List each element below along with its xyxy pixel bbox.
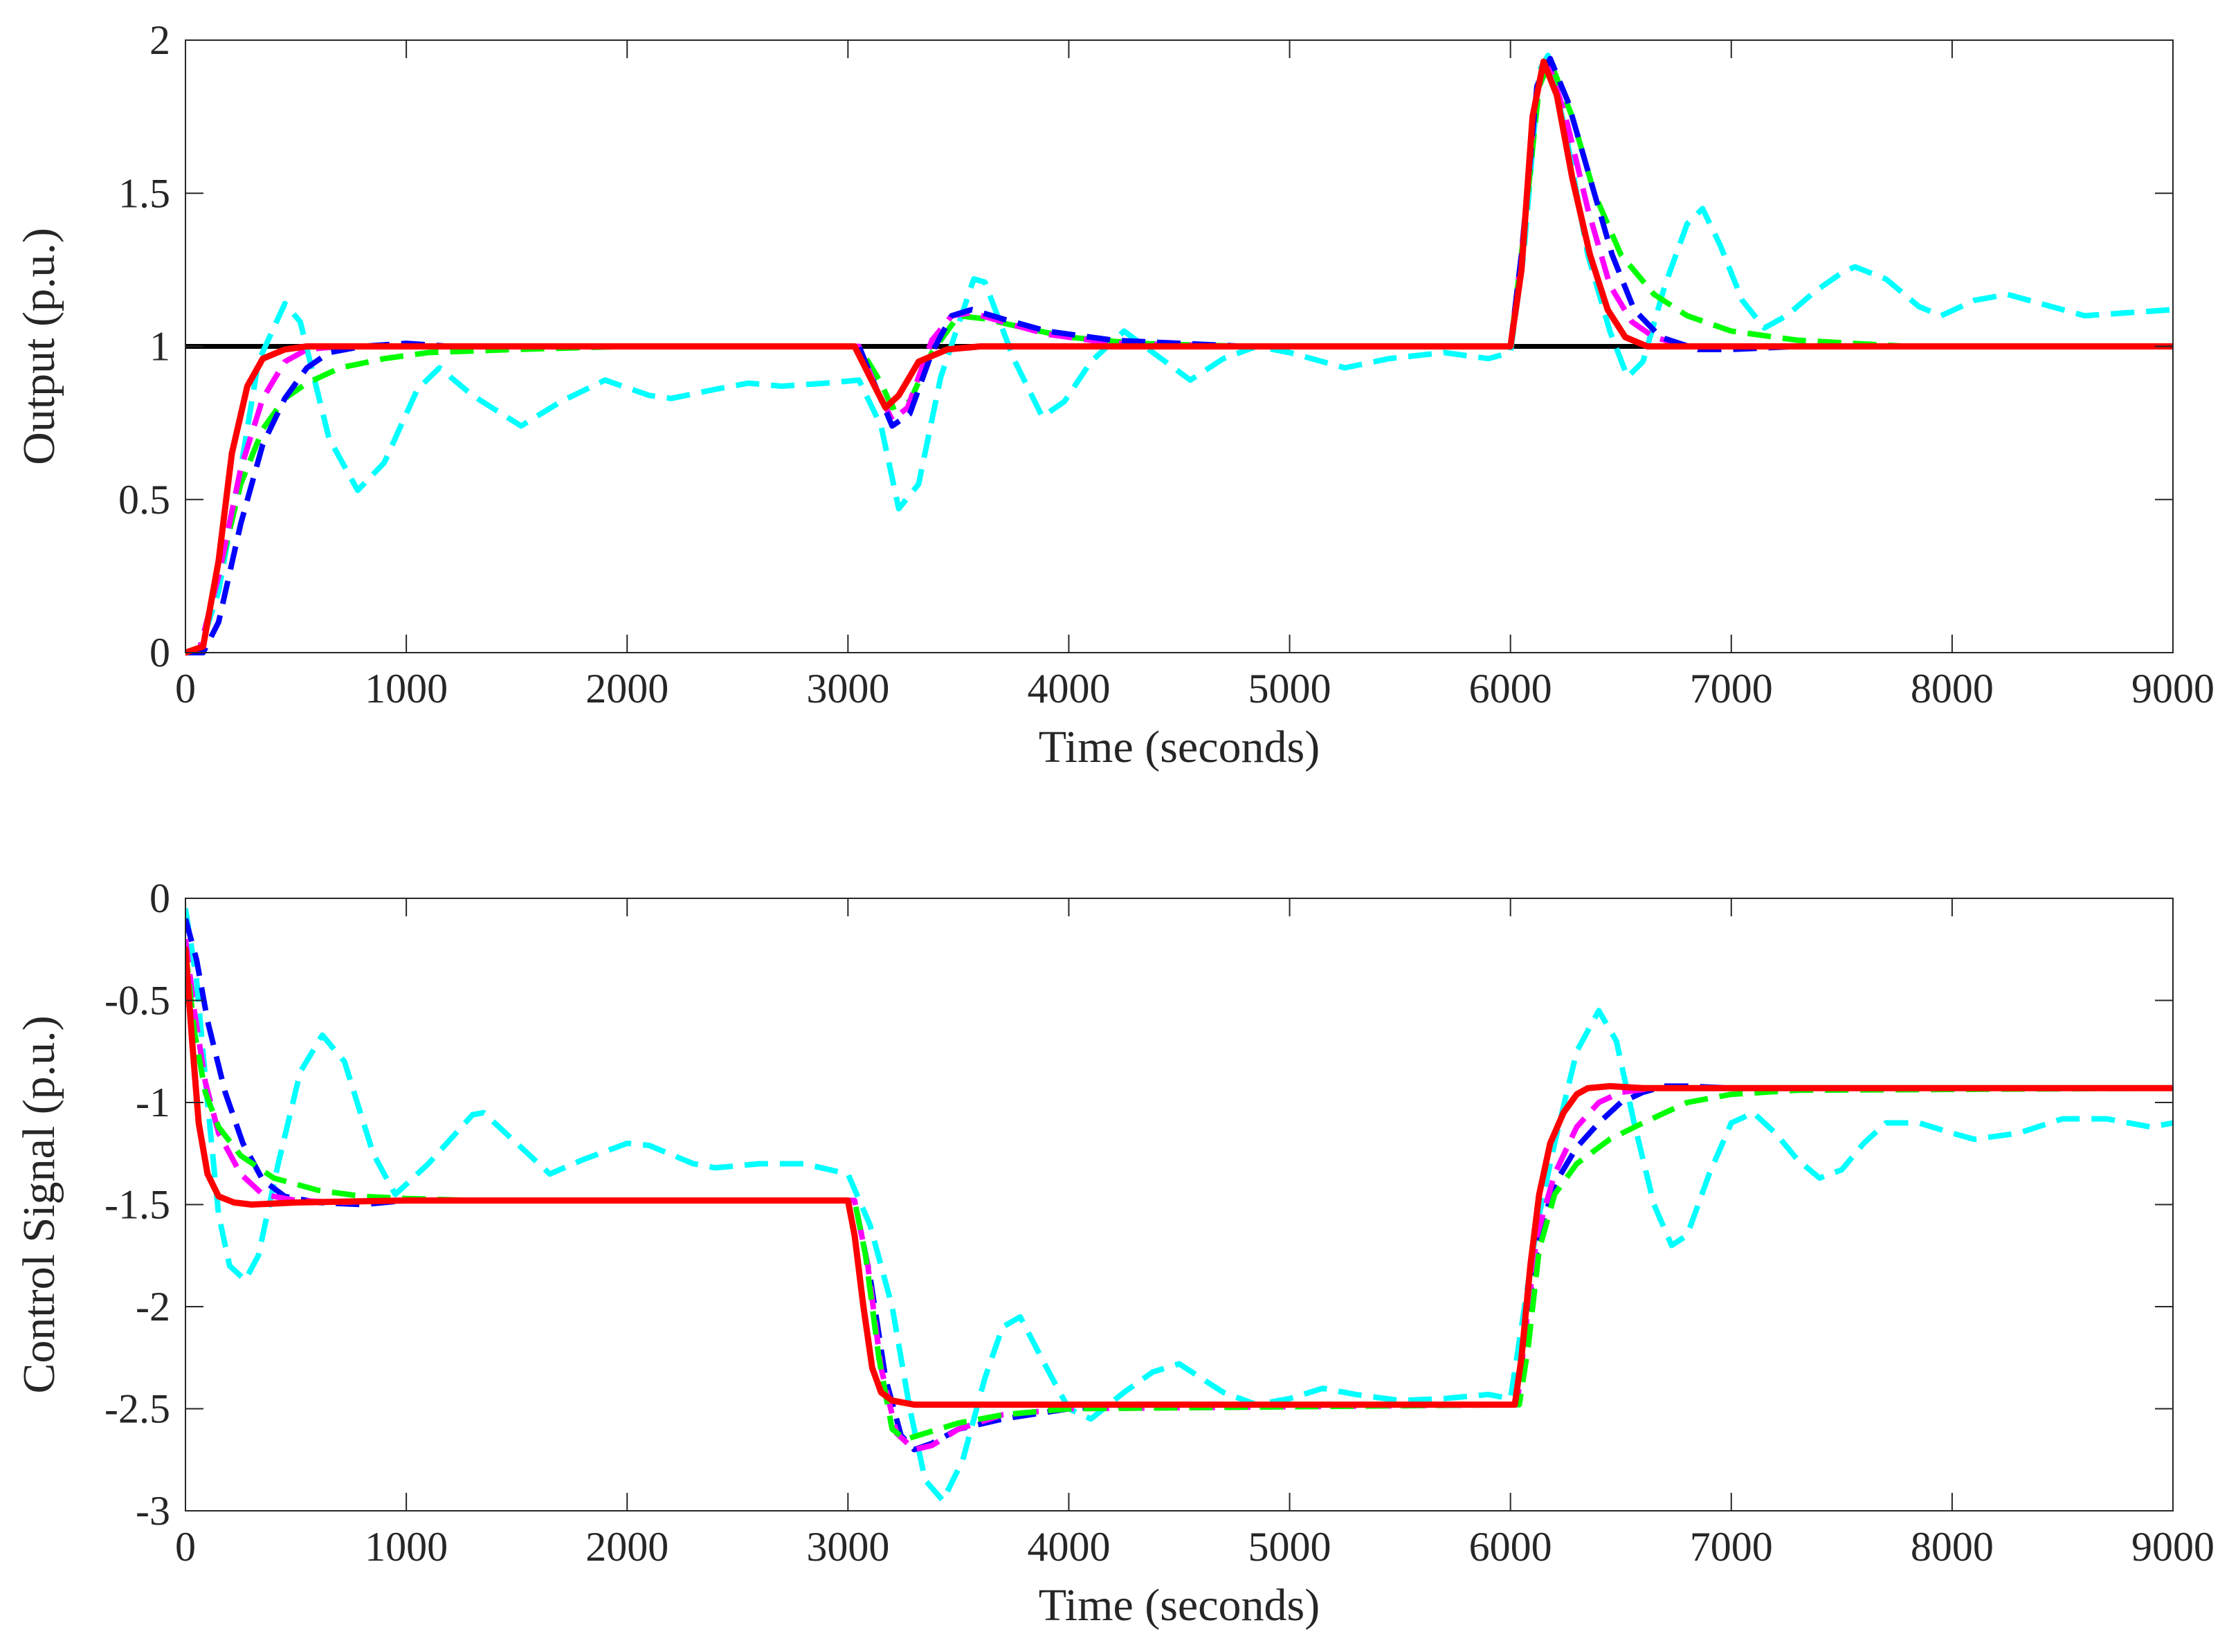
output-plot-xtick-label: 3000 <box>806 666 889 711</box>
output-plot-xlabel: Time (seconds) <box>1039 722 1320 772</box>
control-signal-plot-xtick-label: 8000 <box>1911 1524 1994 1570</box>
control-signal-plot-ticks: 0 1000 2000 3000 4000 5000 6000 7000 8000 9000 -3 -… <box>104 875 2214 1570</box>
output-plot-xtick-label: 6000 <box>1469 666 1552 711</box>
control-signal-plot-xtick-label: 0 <box>175 1524 196 1570</box>
output-plot-xtick-label: 0 <box>175 666 196 711</box>
output-plot-series <box>185 53 2173 656</box>
control-signal-plot-xtick-label: 9000 <box>2131 1524 2214 1570</box>
output-plot-series-green <box>185 59 2173 655</box>
output-plot-ticks: 0 1000 2000 3000 4000 5000 6000 7000 8000 9000 0 0.… <box>118 17 2214 711</box>
control-signal-plot-xtick-label: 6000 <box>1469 1524 1552 1570</box>
output-plot-xtick-label: 9000 <box>2131 666 2214 711</box>
control-signal-plot: 0 1000 2000 3000 4000 5000 6000 7000 8000 9000 -3 -… <box>14 875 2214 1631</box>
output-plot-series-red <box>185 58 2173 656</box>
control-signal-plot-ytick-label: -3 <box>136 1488 170 1534</box>
output-plot-ytick-label: 1 <box>149 324 170 370</box>
output-plot-series-cyan <box>185 53 2173 655</box>
control-signal-plot-xtick-label: 1000 <box>365 1524 448 1570</box>
control-signal-plot-ytick-label: -1.5 <box>104 1182 170 1228</box>
control-signal-plot-ytick-label: -1 <box>136 1080 170 1125</box>
output-plot-xtick-label: 1000 <box>365 666 448 711</box>
output-plot-xtick-label: 7000 <box>1690 666 1773 711</box>
control-signal-plot-xtick-label: 4000 <box>1027 1524 1110 1570</box>
output-plot-ytick-label: 0.5 <box>118 477 170 523</box>
output-plot-ytick-label: 2 <box>149 17 170 63</box>
output-plot-xtick-label: 4000 <box>1027 666 1110 711</box>
control-signal-plot-ytick-label: 0 <box>149 875 170 921</box>
control-signal-plot-xtick-label: 5000 <box>1248 1524 1331 1570</box>
control-signal-plot-xtick-label: 3000 <box>806 1524 889 1570</box>
output-plot-ytick-label: 0 <box>149 630 170 675</box>
control-signal-plot-xtick-label: 2000 <box>585 1524 668 1570</box>
control-signal-plot-ylabel: Control Signal (p.u.) <box>14 1015 64 1393</box>
output-plot: 0 1000 2000 3000 4000 5000 6000 7000 8000 9000 0 0.… <box>14 17 2214 772</box>
control-signal-plot-xlabel: Time (seconds) <box>1039 1580 1320 1631</box>
control-signal-plot-series <box>185 908 2173 1504</box>
control-signal-plot-ytick-label: -0.5 <box>104 978 170 1024</box>
output-plot-xtick-label: 5000 <box>1248 666 1331 711</box>
output-plot-xtick-label: 8000 <box>1911 666 1994 711</box>
control-signal-plot-ytick-label: -2 <box>136 1284 170 1329</box>
control-signal-plot-xtick-label: 7000 <box>1690 1524 1773 1570</box>
output-plot-series-magenta <box>185 59 2173 655</box>
output-plot-ytick-label: 1.5 <box>118 170 170 216</box>
control-signal-plot-series-red <box>185 946 2173 1408</box>
control-signal-plot-ytick-label: -2.5 <box>104 1386 170 1432</box>
control-signal-plot-series-cyan <box>185 908 2173 1504</box>
output-plot-ylabel: Output (p.u.) <box>14 228 64 465</box>
control-signal-plot-series-green <box>185 949 2173 1442</box>
output-plot-series-blue <box>185 55 2173 655</box>
output-plot-xtick-label: 2000 <box>585 666 668 711</box>
control-signal-plot-series-magenta <box>185 938 2173 1453</box>
